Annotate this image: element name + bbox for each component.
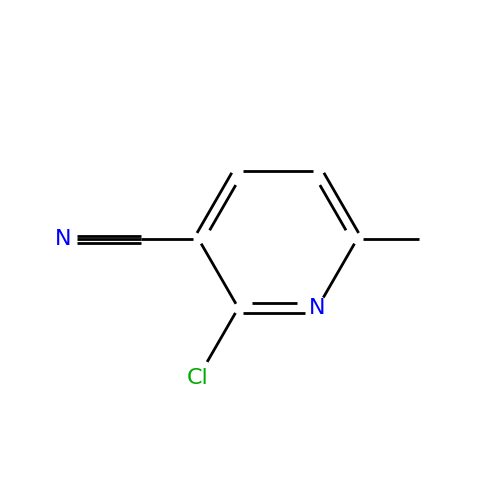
Text: N: N xyxy=(309,298,326,318)
Text: N: N xyxy=(55,229,71,250)
Text: Cl: Cl xyxy=(187,368,209,388)
